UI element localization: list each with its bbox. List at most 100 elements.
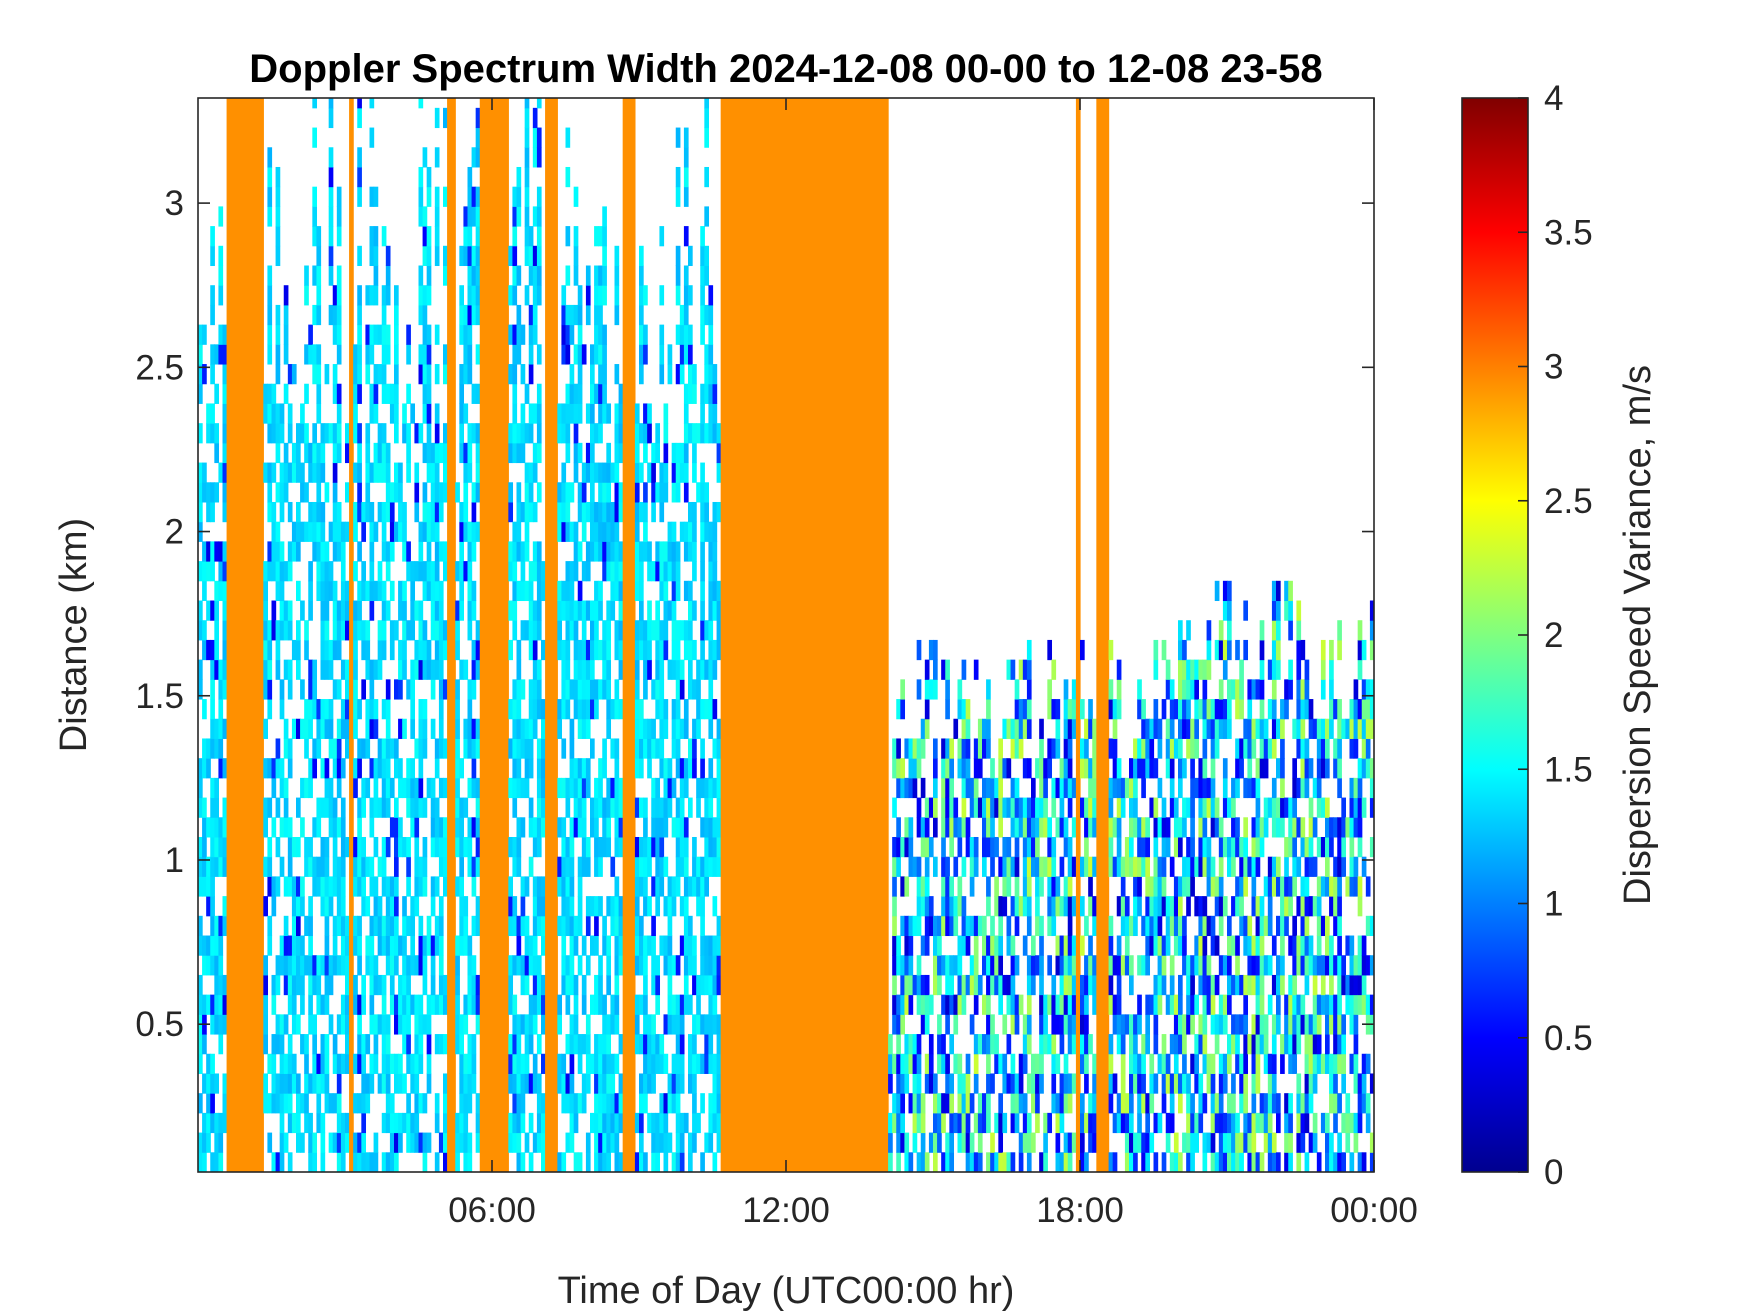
heatmap-cell <box>267 285 273 306</box>
heatmap-cell <box>308 442 313 464</box>
heatmap-cell <box>410 817 416 838</box>
heatmap-saturated-column <box>483 98 489 1172</box>
heatmap-cell <box>606 620 612 641</box>
heatmap-cell <box>353 777 358 799</box>
heatmap-cell <box>475 245 481 267</box>
heatmap-cell <box>602 541 607 562</box>
heatmap-cell <box>1357 836 1363 858</box>
heatmap-cell <box>1202 856 1208 877</box>
heatmap-cell <box>908 1152 914 1172</box>
heatmap-cell <box>287 1093 293 1114</box>
heatmap-cell <box>222 501 228 523</box>
heatmap-cell <box>651 1152 656 1172</box>
heatmap-cell <box>512 738 518 759</box>
heatmap-cell <box>904 836 910 858</box>
heatmap-cell <box>1071 856 1077 877</box>
heatmap-cell <box>308 659 313 680</box>
heatmap-cell <box>373 324 379 345</box>
heatmap-cell <box>455 797 460 818</box>
heatmap-cell <box>647 659 652 680</box>
heatmap-cell <box>443 974 448 996</box>
heatmap-cell <box>1312 856 1318 877</box>
heatmap-cell <box>1222 1053 1228 1074</box>
heatmap-cell <box>606 639 612 661</box>
heatmap-cell <box>679 994 685 1015</box>
heatmap-cell <box>365 324 371 345</box>
heatmap-cell <box>957 955 963 976</box>
heatmap-cell <box>679 1132 685 1153</box>
heatmap-cell <box>300 462 305 483</box>
heatmap-cell <box>1173 915 1179 937</box>
heatmap-cell <box>328 580 334 602</box>
heatmap-cell <box>683 758 689 779</box>
heatmap-cell <box>467 1053 473 1074</box>
heatmap-cell <box>267 797 273 818</box>
heatmap-cell <box>206 856 211 877</box>
heatmap-cell <box>1210 817 1216 838</box>
heatmap-cell <box>1190 1112 1195 1134</box>
heatmap-cell <box>300 994 305 1015</box>
heatmap-cell <box>418 876 424 897</box>
heatmap-cell <box>581 856 587 877</box>
heatmap-cell <box>1369 718 1374 739</box>
heatmap-cell <box>398 501 403 523</box>
heatmap-saturated-column <box>851 98 857 1172</box>
heatmap-cell <box>614 1132 620 1153</box>
heatmap-cell <box>1031 836 1036 858</box>
heatmap-cell <box>512 620 518 641</box>
heatmap-cell <box>394 403 399 424</box>
heatmap-cell <box>990 1034 995 1055</box>
heatmap-cell <box>953 718 959 739</box>
heatmap-cell <box>561 403 567 424</box>
heatmap-cell <box>373 265 379 286</box>
heatmap-cell <box>900 777 906 799</box>
heatmap-cell <box>345 699 350 720</box>
heatmap-cell <box>532 836 538 858</box>
heatmap-cell <box>1312 1034 1318 1055</box>
heatmap-cell <box>438 482 444 503</box>
heatmap-cell <box>1014 915 1020 937</box>
heatmap-cell <box>1284 1152 1289 1172</box>
heatmap-cell <box>263 758 269 779</box>
heatmap-cell <box>1157 896 1163 917</box>
heatmap-cell <box>704 482 710 503</box>
heatmap-cell <box>928 1034 934 1055</box>
heatmap-cell <box>933 758 938 779</box>
heatmap-cell <box>1157 876 1163 897</box>
heatmap-cell <box>365 442 371 464</box>
heatmap-cell <box>198 659 203 680</box>
heatmap-cell <box>1276 600 1281 621</box>
heatmap-cell <box>202 994 207 1015</box>
heatmap-cell <box>516 718 522 739</box>
heatmap-cell <box>610 1053 616 1074</box>
heatmap-cell <box>581 600 587 621</box>
heatmap-cell <box>594 856 599 877</box>
heatmap-cell <box>1178 876 1183 897</box>
heatmap-cell <box>365 620 371 641</box>
heatmap-cell <box>312 186 318 207</box>
heatmap-cell <box>524 974 530 996</box>
heatmap-cell <box>283 561 289 582</box>
heatmap-cell <box>1288 580 1293 602</box>
heatmap-cell <box>688 738 693 759</box>
heatmap-cell <box>471 1053 477 1074</box>
heatmap-cell <box>1202 659 1208 680</box>
heatmap-cell <box>516 1112 522 1134</box>
heatmap-cell <box>1304 777 1310 799</box>
heatmap-cell <box>1108 1073 1114 1094</box>
heatmap-cell <box>704 1034 710 1055</box>
heatmap-cell <box>1039 1014 1044 1035</box>
heatmap-cell <box>655 699 661 720</box>
heatmap-cell <box>332 1053 338 1074</box>
heatmap-cell <box>598 679 603 700</box>
heatmap-cell <box>316 541 322 562</box>
heatmap-cell <box>528 482 534 503</box>
heatmap-cell <box>443 364 448 385</box>
heatmap-cell <box>700 403 705 424</box>
heatmap-cell <box>916 955 922 976</box>
heatmap-cell <box>1182 1073 1187 1094</box>
heatmap-cell <box>659 836 665 858</box>
heatmap-cell <box>561 659 567 680</box>
heatmap-cell <box>904 876 910 897</box>
heatmap-cell <box>385 285 391 306</box>
